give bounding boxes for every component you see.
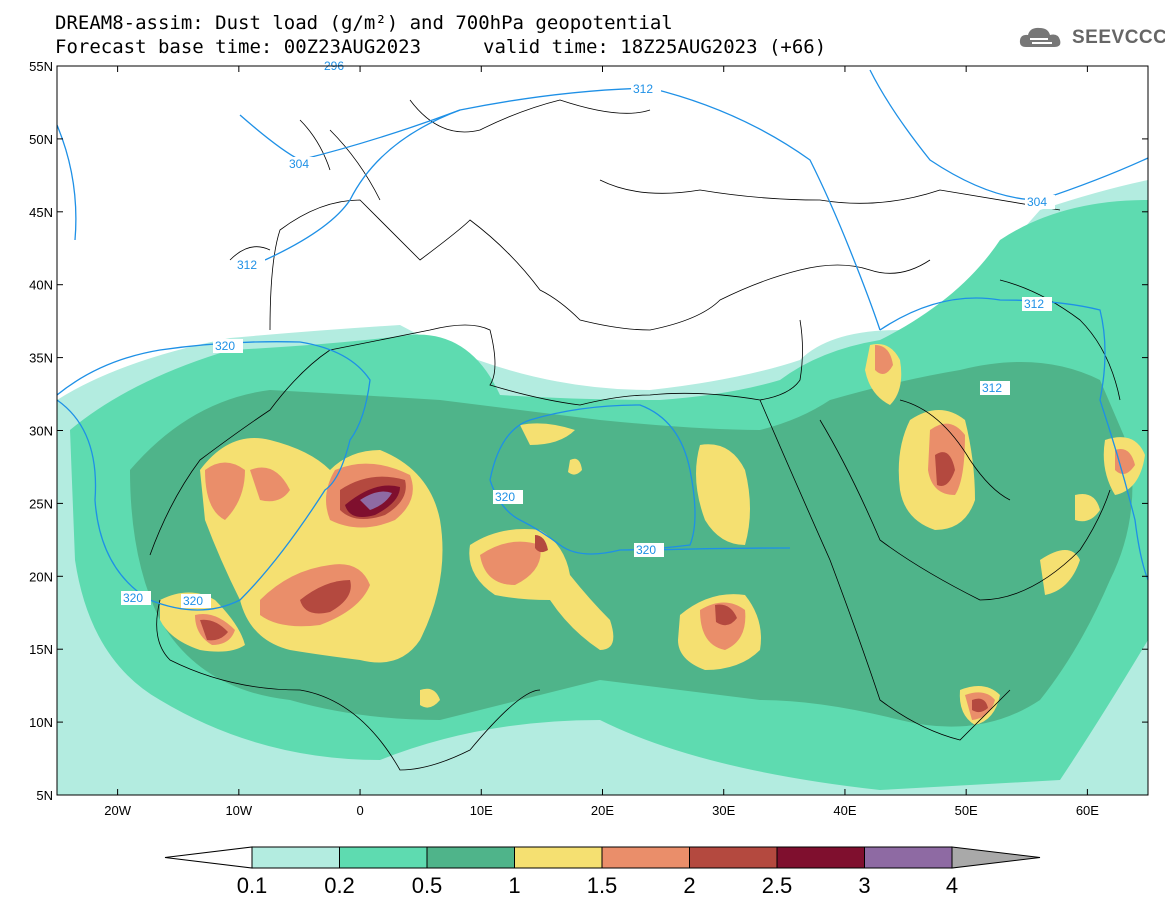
colorbar-swatch xyxy=(426,846,515,869)
cloud-icon xyxy=(1019,27,1061,47)
lon-tick-label: 50E xyxy=(955,803,978,818)
lat-tick-label: 20N xyxy=(29,569,53,584)
colorbar-label: 0.5 xyxy=(412,873,443,898)
contour-label-320-nw: 320 xyxy=(215,339,235,353)
lat-tick-label: 15N xyxy=(29,642,53,657)
forecast-base-time: Forecast base time: 00Z23AUG2023 xyxy=(55,36,422,58)
colorbar-swatch xyxy=(339,846,428,869)
coastlines xyxy=(149,99,1121,771)
lon-tick-label: 30E xyxy=(712,803,735,818)
logo-text: SEEVCCC xyxy=(1072,27,1165,48)
valid-time: valid time: 18Z25AUG2023 (+66) xyxy=(483,36,827,58)
longitude-axis: 20W 10W 0 10E 20E 30E 40E 50E 60E xyxy=(104,66,1099,818)
colorbar-under-triangle xyxy=(164,846,253,869)
lat-tick-label: 40N xyxy=(29,278,53,293)
lat-tick-label: 45N xyxy=(29,205,53,220)
contour-label-304-w: 304 xyxy=(289,157,309,171)
contour-label-320-w2: 320 xyxy=(183,594,203,608)
contour-label-320-e: 320 xyxy=(636,543,656,557)
contour-label-312-n: 312 xyxy=(633,82,653,96)
lon-tick-label: 10E xyxy=(470,803,493,818)
colorbar-label: 2.5 xyxy=(762,873,793,898)
colorbar-label: 2 xyxy=(683,873,695,898)
colorbar-swatch xyxy=(514,846,603,869)
dust-field xyxy=(57,180,1148,795)
colorbar-label: 0.2 xyxy=(324,873,355,898)
colorbar-swatch xyxy=(689,846,778,869)
lon-tick-label: 0 xyxy=(356,803,363,818)
seevccc-logo: SEEVCCC xyxy=(1018,25,1165,51)
contour-labels: 296 304 312 312 304 312 312 320 320 320 … xyxy=(121,59,1055,608)
colorbar-swatch xyxy=(601,846,690,869)
colorbar-label: 1 xyxy=(508,873,520,898)
lat-tick-label: 55N xyxy=(29,59,53,74)
colorbar-label: 4 xyxy=(946,873,958,898)
lat-tick-label: 35N xyxy=(29,351,53,366)
lon-tick-label: 60E xyxy=(1076,803,1099,818)
contour-label-320-w: 320 xyxy=(123,591,143,605)
colorbar-label: 3 xyxy=(858,873,870,898)
lat-tick-label: 50N xyxy=(29,132,53,147)
contour-label-312-e: 312 xyxy=(1024,297,1044,311)
latitude-axis: 55N 50N 45N 40N 35N 30N 25N 20N 15N 10N 5N xyxy=(29,59,1148,803)
colorbar: 0.1 0.2 0.5 1 1.5 2 2.5 3 4 xyxy=(164,846,1041,898)
lon-tick-label: 20E xyxy=(591,803,614,818)
lat-tick-label: 10N xyxy=(29,715,53,730)
lon-tick-label: 20W xyxy=(104,803,131,818)
lon-tick-label: 40E xyxy=(833,803,856,818)
colorbar-label: 0.1 xyxy=(237,873,268,898)
colorbar-swatch xyxy=(776,846,865,869)
lat-tick-label: 30N xyxy=(29,424,53,439)
contour-label-312-c: 312 xyxy=(982,381,1002,395)
map-title: DREAM8-assim: Dust load (g/m²) and 700hP… xyxy=(55,12,673,34)
colorbar-swatch xyxy=(864,846,953,869)
dust-level-3 xyxy=(360,491,392,510)
contour-label-312-w: 312 xyxy=(237,258,257,272)
colorbar-swatch xyxy=(251,846,340,869)
colorbar-over-triangle xyxy=(951,846,1041,869)
contour-label-320-c: 320 xyxy=(495,490,515,504)
lat-tick-label: 5N xyxy=(36,788,53,803)
colorbar-label: 1.5 xyxy=(587,873,618,898)
lat-tick-label: 25N xyxy=(29,496,53,511)
lon-tick-label: 10W xyxy=(225,803,252,818)
contour-label-304-e: 304 xyxy=(1027,195,1047,209)
